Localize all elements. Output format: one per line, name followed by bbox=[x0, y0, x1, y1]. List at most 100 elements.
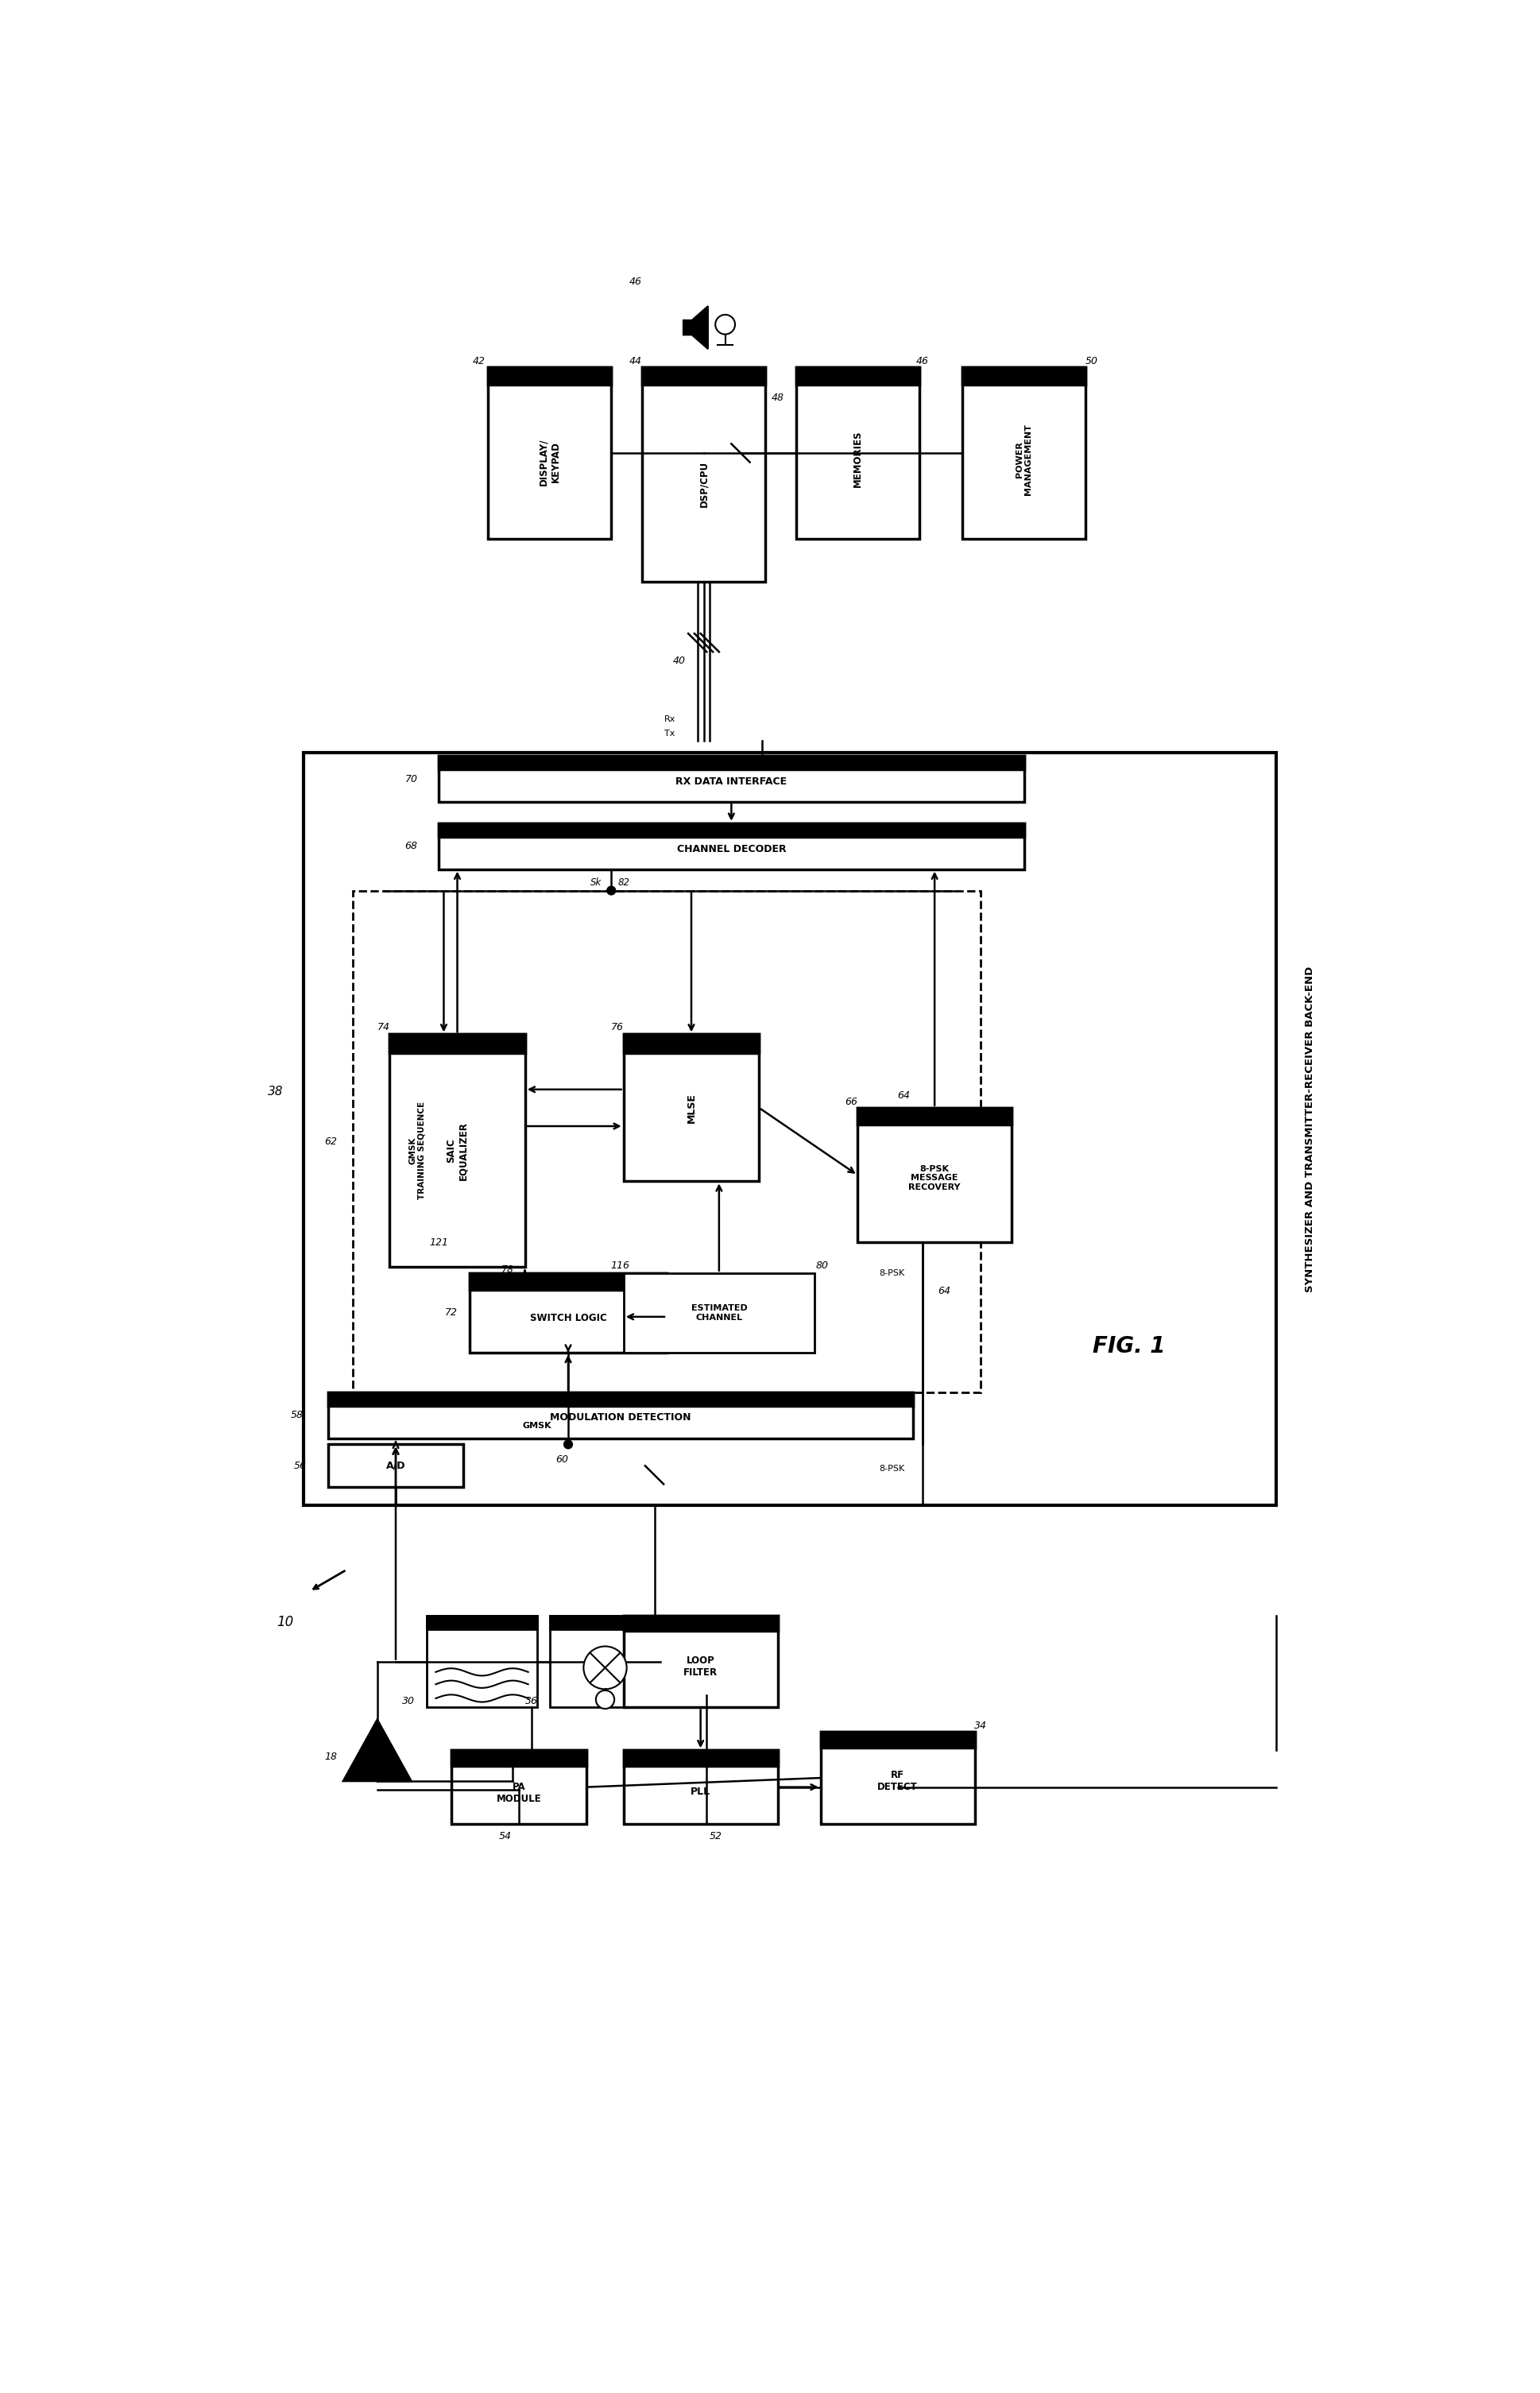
Bar bbox=[470, 1273, 667, 1352]
Bar bbox=[821, 1733, 975, 1747]
Text: RF
DETECT: RF DETECT bbox=[878, 1771, 918, 1792]
Bar bbox=[470, 1273, 667, 1290]
Text: 64: 64 bbox=[898, 1091, 910, 1101]
Bar bbox=[624, 1615, 778, 1632]
Text: 70: 70 bbox=[405, 773, 417, 785]
Bar bbox=[439, 823, 1024, 838]
Text: SAIC
EQUALIZER: SAIC EQUALIZER bbox=[447, 1122, 468, 1180]
Bar bbox=[624, 1034, 759, 1053]
Circle shape bbox=[596, 1689, 614, 1709]
Bar bbox=[427, 1615, 537, 1709]
Polygon shape bbox=[684, 306, 708, 349]
Bar bbox=[624, 1034, 759, 1182]
Bar bbox=[796, 369, 919, 385]
Text: MLSE: MLSE bbox=[687, 1094, 696, 1122]
Text: 46: 46 bbox=[916, 357, 929, 366]
Bar bbox=[624, 1615, 778, 1709]
Text: RX DATA INTERFACE: RX DATA INTERFACE bbox=[676, 778, 787, 787]
Text: 8-PSK: 8-PSK bbox=[879, 1465, 904, 1472]
Text: 50: 50 bbox=[1086, 357, 1098, 366]
Bar bbox=[390, 1034, 525, 1266]
Bar bbox=[550, 1615, 661, 1709]
Text: 8-PSK: 8-PSK bbox=[879, 1268, 904, 1278]
Bar bbox=[858, 1108, 1012, 1242]
Text: A/D: A/D bbox=[387, 1460, 405, 1472]
Text: DISPLAY/
KEYPAD: DISPLAY/ KEYPAD bbox=[539, 438, 561, 486]
Text: PLL: PLL bbox=[690, 1788, 710, 1797]
Text: Tx: Tx bbox=[664, 730, 675, 737]
Text: MEMORIES: MEMORIES bbox=[853, 431, 862, 488]
Bar bbox=[451, 1749, 587, 1823]
Text: 76: 76 bbox=[611, 1022, 624, 1031]
Text: GMSK
TRAINING SEQUENCE: GMSK TRAINING SEQUENCE bbox=[408, 1101, 427, 1199]
Text: 46: 46 bbox=[630, 278, 642, 287]
Text: 36: 36 bbox=[525, 1697, 537, 1706]
Text: 66: 66 bbox=[845, 1096, 858, 1108]
Text: MODULATION DETECTION: MODULATION DETECTION bbox=[550, 1412, 691, 1424]
Text: Rx: Rx bbox=[664, 716, 676, 723]
Text: SWITCH LOGIC: SWITCH LOGIC bbox=[530, 1311, 607, 1323]
Text: 72: 72 bbox=[445, 1307, 457, 1319]
Circle shape bbox=[564, 1441, 573, 1448]
Text: Sk: Sk bbox=[590, 878, 602, 888]
Bar bbox=[451, 1749, 587, 1766]
Text: 52: 52 bbox=[710, 1831, 722, 1840]
Text: LOOP
FILTER: LOOP FILTER bbox=[684, 1656, 718, 1677]
Bar bbox=[439, 756, 1024, 771]
Bar bbox=[390, 1034, 525, 1053]
Bar bbox=[624, 1273, 815, 1352]
Text: SYNTHESIZER AND TRANSMITTER-RECEIVER BACK-END: SYNTHESIZER AND TRANSMITTER-RECEIVER BAC… bbox=[1304, 967, 1315, 1292]
Text: 116: 116 bbox=[611, 1261, 630, 1271]
Text: 54: 54 bbox=[499, 1831, 511, 1840]
Bar bbox=[328, 1393, 913, 1438]
Text: POWER
MANAGEMENT: POWER MANAGEMENT bbox=[1015, 424, 1032, 495]
Text: ESTIMATED
CHANNEL: ESTIMATED CHANNEL bbox=[691, 1304, 747, 1321]
Polygon shape bbox=[343, 1721, 411, 1780]
Bar bbox=[821, 1733, 975, 1823]
Text: 58: 58 bbox=[291, 1409, 303, 1421]
Text: DSP/CPU: DSP/CPU bbox=[699, 459, 708, 507]
Text: 82: 82 bbox=[618, 878, 630, 888]
Text: GMSK: GMSK bbox=[522, 1421, 551, 1431]
Bar bbox=[439, 756, 1024, 802]
Text: 48: 48 bbox=[772, 392, 784, 402]
Bar bbox=[488, 369, 611, 538]
Bar bbox=[858, 1108, 1012, 1125]
Text: PA
MODULE: PA MODULE bbox=[496, 1783, 542, 1804]
Text: 64: 64 bbox=[938, 1285, 950, 1297]
Text: 80: 80 bbox=[816, 1261, 829, 1271]
Circle shape bbox=[584, 1646, 627, 1689]
Bar bbox=[642, 369, 765, 385]
Text: 38: 38 bbox=[268, 1086, 283, 1098]
Bar bbox=[624, 1749, 778, 1823]
Text: CHANNEL DECODER: CHANNEL DECODER bbox=[676, 845, 785, 854]
Text: 68: 68 bbox=[405, 840, 417, 852]
Bar bbox=[488, 369, 611, 385]
Bar bbox=[550, 1615, 661, 1630]
Bar bbox=[796, 369, 919, 538]
Text: 34: 34 bbox=[975, 1721, 987, 1730]
Bar bbox=[962, 369, 1086, 385]
Text: 44: 44 bbox=[630, 357, 642, 366]
Bar bbox=[303, 754, 1277, 1505]
Text: 62: 62 bbox=[325, 1137, 337, 1146]
Text: 18: 18 bbox=[325, 1752, 337, 1761]
Text: 78: 78 bbox=[501, 1266, 514, 1275]
Text: 60: 60 bbox=[556, 1455, 568, 1465]
Text: 74: 74 bbox=[377, 1022, 390, 1031]
Text: 10: 10 bbox=[277, 1615, 293, 1630]
Bar bbox=[642, 369, 765, 581]
Text: 121: 121 bbox=[430, 1237, 448, 1247]
Bar bbox=[439, 823, 1024, 869]
Text: FIG. 1: FIG. 1 bbox=[1092, 1335, 1164, 1357]
Text: 42: 42 bbox=[473, 357, 485, 366]
Bar bbox=[624, 1749, 778, 1766]
Circle shape bbox=[607, 885, 616, 895]
Bar bbox=[328, 1393, 913, 1405]
Bar bbox=[328, 1445, 464, 1486]
Text: 8-PSK
MESSAGE
RECOVERY: 8-PSK MESSAGE RECOVERY bbox=[909, 1165, 961, 1192]
Circle shape bbox=[716, 316, 735, 335]
Text: 56: 56 bbox=[294, 1460, 306, 1472]
Bar bbox=[427, 1615, 537, 1630]
Bar bbox=[353, 890, 981, 1393]
